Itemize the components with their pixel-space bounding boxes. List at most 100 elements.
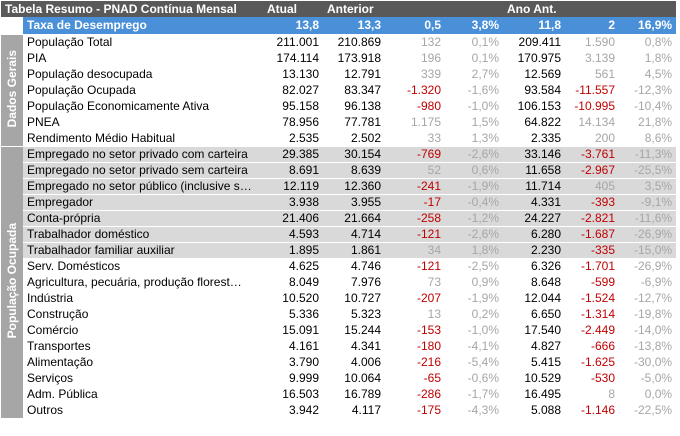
row-var-abs: 339 [385, 66, 445, 83]
row-ano-ant: 11.658 [503, 162, 566, 179]
row-ano-var-abs: -11.557 [565, 82, 620, 99]
row-ano-var-abs: -3.761 [565, 146, 620, 163]
row-ano-var-abs: 1.590 [565, 34, 620, 51]
row-ano-var-abs: 8 [565, 386, 620, 403]
row-ano-ant: 6.326 [503, 258, 566, 275]
row-var-pct: 0,9% [445, 274, 504, 291]
row-var-abs: -241 [385, 178, 445, 195]
row-label: Indústria [23, 290, 263, 307]
row-anterior: 173.918 [323, 50, 385, 67]
row-atual: 10.520 [263, 290, 323, 307]
row-label: Rendimento Médio Habitual [23, 130, 263, 147]
row-atual: 174.114 [263, 50, 323, 67]
row-ano-var-abs: -599 [565, 274, 620, 291]
row-atual: 3.938 [263, 194, 323, 211]
row-ano-ant: 10.529 [503, 370, 566, 387]
row-var-pct: 1,5% [445, 114, 504, 131]
row-anterior: 15.244 [323, 322, 385, 339]
row-var-abs: -980 [385, 98, 445, 115]
row-label: População desocupada [23, 66, 263, 83]
row-anterior: 4.714 [323, 226, 385, 243]
row-var-pct: -0,6% [445, 370, 504, 387]
row-ano-var-pct: -19,8% [619, 306, 677, 323]
table-row: PIA 174.114 173.918 196 0,1% 170.975 3.139 1,8% [1, 50, 677, 67]
row-ano-var-pct: 21,8% [619, 114, 677, 131]
row-ano-ant: 2.230 [503, 242, 566, 259]
row-ano-ant: 106.153 [503, 98, 566, 115]
table-row: Agricultura, pecuária, produção florest…… [1, 274, 677, 291]
row-var-pct: -1,9% [445, 290, 504, 307]
row-label: Conta-própria [23, 210, 263, 227]
row-ano-var-abs: -1.625 [565, 354, 620, 371]
row-atual: 95.158 [263, 98, 323, 115]
rate-atual: 13,8 [263, 17, 323, 35]
table-title: Tabela Resumo - PNAD Contínua Mensal [1, 1, 263, 17]
row-atual: 29.385 [263, 146, 323, 163]
row-anterior: 77.781 [323, 114, 385, 131]
summary-table: Tabela Resumo - PNAD Contínua Mensal Atu… [1, 1, 677, 419]
table-row: Empregado no setor privado sem carteira 8… [1, 162, 677, 179]
row-ano-var-pct: -6,9% [619, 274, 677, 291]
row-label: População Ocupada [23, 82, 263, 99]
row-var-pct: 0,6% [445, 162, 504, 179]
row-ano-ant: 5.088 [503, 402, 566, 419]
group-label-populacao-ocupada-text: População Ocupada [4, 222, 19, 339]
row-var-pct: -4,1% [445, 338, 504, 355]
row-ano-var-abs: -1.524 [565, 290, 620, 307]
row-ano-var-pct: -12,3% [619, 82, 677, 99]
row-ano-ant: 2.335 [503, 130, 566, 147]
table-row: Trabalhador familiar auxiliar 1.895 1.861 3… [1, 242, 677, 259]
row-label: Transportes [23, 338, 263, 355]
row-label: Adm. Pública [23, 386, 263, 403]
row-var-abs: 73 [385, 274, 445, 291]
row-label: Outros [23, 402, 263, 419]
table-row: Adm. Pública 16.503 16.789 -286 -1,7% 16.495 8… [1, 386, 677, 403]
row-ano-ant: 4.827 [503, 338, 566, 355]
row-ano-var-pct: -13,8% [619, 338, 677, 355]
row-ano-var-pct: -10,4% [619, 98, 677, 115]
table-row: Serviços 9.999 10.064 -65 -0,6% 10.529 -530 -5,… [1, 370, 677, 387]
row-anterior: 4.006 [323, 354, 385, 371]
table-row: População Ocupada 82.027 83.347 -1.320 -1,6%… [1, 82, 677, 99]
table-row: Construção 5.336 5.323 13 0,2% 6.650 -1.314 -19… [1, 306, 677, 323]
row-ano-var-abs: 200 [565, 130, 620, 147]
group-label-populacao-ocupada: População Ocupada [1, 146, 23, 419]
row-ano-var-pct: -5,0% [619, 370, 677, 387]
row-ano-var-pct: 0,0% [619, 386, 677, 403]
row-var-pct: -1,0% [445, 322, 504, 339]
row-var-abs: -175 [385, 402, 445, 419]
header-ano-ant: Ano Ant. [503, 1, 677, 17]
row-var-abs: 13 [385, 306, 445, 323]
table-row: Outros 3.942 4.117 -175 -4,3% 5.088 -1.146 -22,… [1, 402, 677, 419]
row-ano-var-abs: -2.449 [565, 322, 620, 339]
table-row: População desocupada 13.130 12.791 339 2,7% 1… [1, 66, 677, 83]
table-row: PNEA 78.956 77.781 1.175 1,5% 64.822 14.134 21,… [1, 114, 677, 131]
row-label: Trabalhador doméstico [23, 226, 263, 243]
row-ano-var-pct: -25,5% [619, 162, 677, 179]
row-var-abs: 52 [385, 162, 445, 179]
row-ano-var-pct: 1,8% [619, 50, 677, 67]
row-var-abs: 1.175 [385, 114, 445, 131]
row-anterior: 7.976 [323, 274, 385, 291]
row-var-abs: 34 [385, 242, 445, 259]
row-ano-var-abs: 14.134 [565, 114, 620, 131]
row-var-abs: -258 [385, 210, 445, 227]
row-ano-var-pct: -30,0% [619, 354, 677, 371]
row-ano-var-abs: -335 [565, 242, 620, 259]
row-label: PIA [23, 50, 263, 67]
row-anterior: 2.502 [323, 130, 385, 147]
row-var-pct: 0,1% [445, 34, 504, 51]
row-anterior: 5.323 [323, 306, 385, 323]
row-var-pct: -2,6% [445, 146, 504, 163]
row-ano-var-pct: -26,9% [619, 226, 677, 243]
row-ano-var-pct: 4,5% [619, 66, 677, 83]
row-atual: 4.593 [263, 226, 323, 243]
row-ano-var-pct: 3,5% [619, 178, 677, 195]
row-atual: 15.091 [263, 322, 323, 339]
table-row: Indústria 10.520 10.727 -207 -1,9% 12.044 -1.5… [1, 290, 677, 307]
row-ano-var-abs: 405 [565, 178, 620, 195]
rate-var-pct: 3,8% [445, 17, 504, 35]
row-atual: 82.027 [263, 82, 323, 99]
row-anterior: 12.360 [323, 178, 385, 195]
